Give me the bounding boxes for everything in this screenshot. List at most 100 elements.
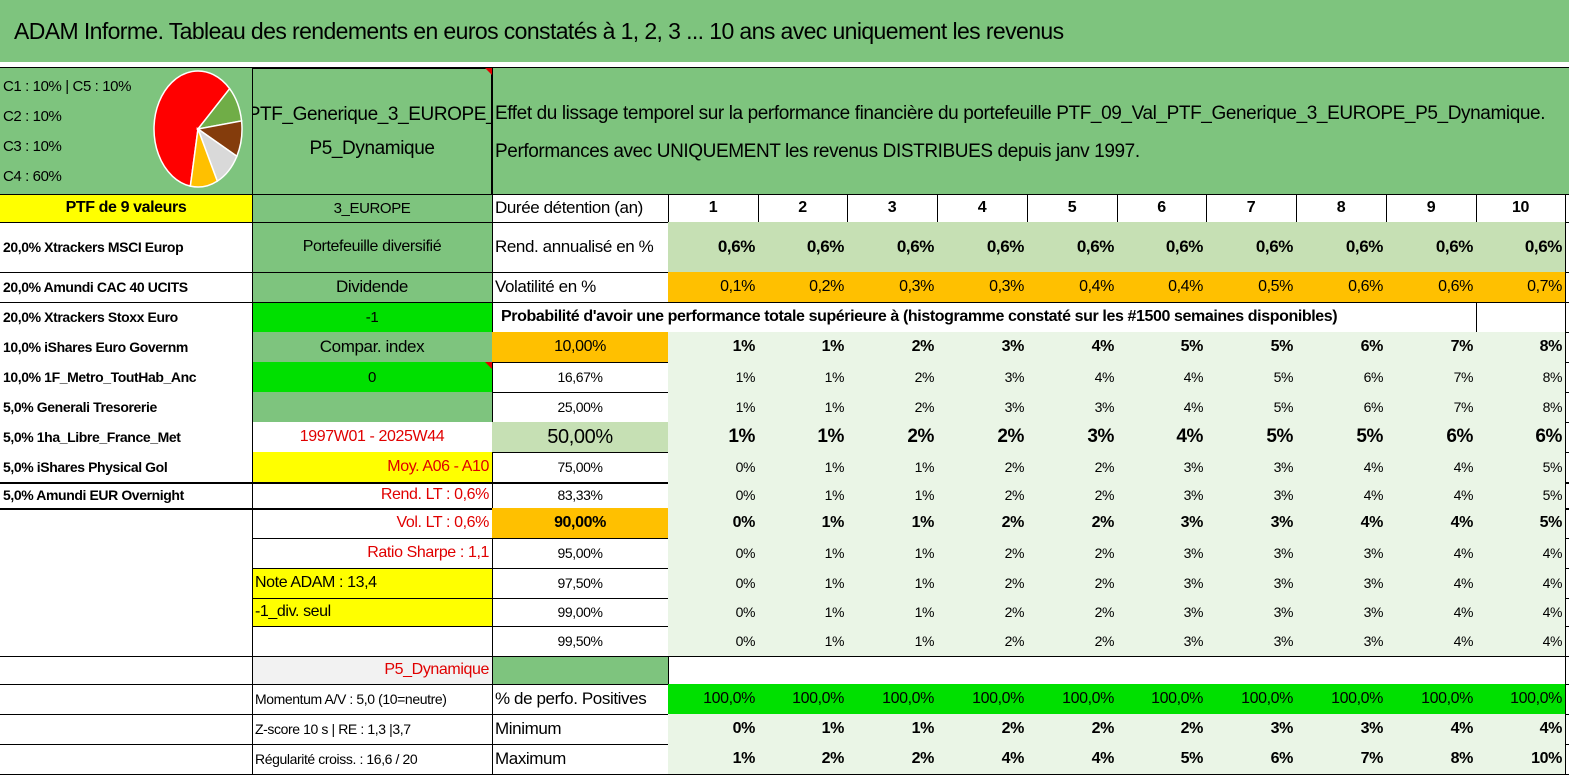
maximum-cell: 2% — [847, 744, 937, 774]
grid-line — [0, 194, 1569, 195]
period-label: 1997W01 - 2025W44 — [299, 428, 445, 445]
probability-cell: 2% — [1027, 538, 1117, 568]
grid-line — [1476, 302, 1477, 332]
probability-cell: 5% — [1206, 422, 1296, 452]
probability-cell: 3% — [1296, 538, 1386, 568]
probability-cell: 1% — [668, 362, 758, 392]
maximum-cell: 5% — [1117, 744, 1206, 774]
portfolio-count: PTF de 9 valeurs — [0, 194, 252, 222]
positive-perf-cell: 100,0% — [1296, 684, 1386, 714]
probability-cell: 4% — [1386, 598, 1476, 626]
year-header-cell: 10 — [1512, 199, 1529, 216]
return-cell: 0,6% — [1117, 222, 1206, 272]
probability-threshold: 10,00% — [492, 332, 668, 362]
grid-line — [0, 774, 1569, 775]
minimum-cell: 2% — [1117, 714, 1206, 744]
probability-cell: 0% — [668, 452, 758, 482]
probability-cell: 3% — [1117, 482, 1206, 508]
return-cell: 0,6% — [1476, 222, 1565, 272]
minimum-cell: 3% — [1206, 714, 1296, 744]
probability-cell: 8% — [1476, 332, 1565, 362]
minimum-cell: 4% — [1476, 714, 1565, 744]
probability-cell: 1% — [847, 482, 937, 508]
probability-cell: 3% — [1117, 508, 1206, 538]
maximum-cell: 1% — [668, 744, 758, 774]
probability-threshold: 99,50% — [557, 633, 603, 649]
positive-perf-cell: 100,0% — [668, 684, 758, 714]
grid-line — [0, 656, 1569, 657]
probability-threshold: 97,50% — [557, 575, 603, 591]
grid-line — [252, 68, 253, 774]
probability-threshold: 90,00% — [492, 508, 668, 538]
probability-cell: 1% — [847, 568, 937, 598]
positive-perf-cell: 100,0% — [758, 684, 847, 714]
probability-cell: 6% — [1296, 392, 1386, 422]
positive-perf-cell: 100,0% — [1476, 684, 1565, 714]
probability-cell: 1% — [668, 332, 758, 362]
probability-cell: 1% — [758, 452, 847, 482]
minimum-label: Minimum — [495, 719, 562, 738]
probability-cell: 2% — [1027, 482, 1117, 508]
volatility-cell: 0,4% — [1117, 272, 1206, 302]
probability-header: Probabilité d'avoir une performance tota… — [501, 308, 1338, 325]
holding-row: 5,0% iShares Physical Gol — [3, 459, 168, 475]
allocation-line: C2 : 10% — [3, 107, 62, 125]
probability-cell: 3% — [1117, 626, 1206, 656]
grid-line — [0, 67, 1569, 68]
probability-cell: 5% — [1117, 332, 1206, 362]
momentum-label: Momentum A/V : 5,0 (10=neutre) — [255, 691, 447, 707]
volatility-cell: 0,5% — [1206, 272, 1296, 302]
probability-cell: 2% — [937, 482, 1027, 508]
grid-line — [492, 68, 493, 774]
probability-cell: 3% — [1027, 392, 1117, 422]
probability-cell: 4% — [1386, 452, 1476, 482]
probability-cell: 1% — [758, 538, 847, 568]
dividend-flag: -1 — [252, 302, 492, 332]
average-label: Moy. A06 - A10 — [252, 452, 492, 482]
zscore-label: Z-score 10 s | RE : 1,3 |3,7 — [255, 721, 411, 737]
maximum-cell: 4% — [1027, 744, 1117, 774]
probability-cell: 6% — [1386, 422, 1476, 452]
probability-threshold: 75,00% — [557, 459, 603, 475]
probability-threshold: 16,67% — [557, 369, 603, 385]
probability-threshold: 83,33% — [557, 487, 603, 503]
probability-cell: 5% — [1476, 482, 1565, 508]
probability-cell: 1% — [758, 482, 847, 508]
probability-cell: 5% — [1206, 392, 1296, 422]
probability-cell: 7% — [1386, 362, 1476, 392]
volatility-label: Volatilité en % — [495, 277, 596, 296]
probability-cell: 7% — [1386, 392, 1476, 422]
probability-cell: 8% — [1476, 362, 1565, 392]
probability-cell: 1% — [758, 422, 847, 452]
probability-cell: 3% — [1206, 598, 1296, 626]
probability-cell: 2% — [847, 392, 937, 422]
probability-cell: 1% — [758, 362, 847, 392]
return-label: Rend. annualisé en % — [495, 237, 654, 256]
maximum-cell: 6% — [1206, 744, 1296, 774]
probability-cell: 2% — [1027, 452, 1117, 482]
positive-perf-cell: 100,0% — [1117, 684, 1206, 714]
long-term-return: Rend. LT : 0,6% — [380, 486, 490, 503]
probability-threshold: 99,00% — [557, 604, 603, 620]
year-header-cell: 9 — [1426, 199, 1436, 216]
volatility-cell: 0,1% — [668, 272, 758, 302]
probability-threshold: 50,00% — [492, 422, 668, 452]
maximum-cell: 4% — [937, 744, 1027, 774]
portfolio-name-line2: P5_Dynamique — [309, 137, 435, 159]
region-label: 3_EUROPE — [252, 194, 492, 222]
pie-slice-c5 — [189, 128, 219, 188]
probability-cell: 3% — [1206, 538, 1296, 568]
volatility-cell: 0,7% — [1476, 272, 1565, 302]
probability-cell: 2% — [937, 568, 1027, 598]
probability-cell: 1% — [847, 538, 937, 568]
holding-row: 5,0% Amundi EUR Overnight — [3, 487, 184, 503]
volatility-cell: 0,6% — [1386, 272, 1476, 302]
probability-cell: 4% — [1386, 508, 1476, 538]
regularity-label: Régularité croiss. : 16,6 / 20 — [255, 751, 418, 767]
probability-cell: 2% — [847, 362, 937, 392]
probability-cell: 0% — [668, 626, 758, 656]
probability-cell: 1% — [847, 452, 937, 482]
holding-row: 10,0% 1F_Metro_ToutHab_Anc — [3, 369, 197, 385]
probability-cell: 1% — [847, 626, 937, 656]
minimum-cell: 0% — [668, 714, 758, 744]
